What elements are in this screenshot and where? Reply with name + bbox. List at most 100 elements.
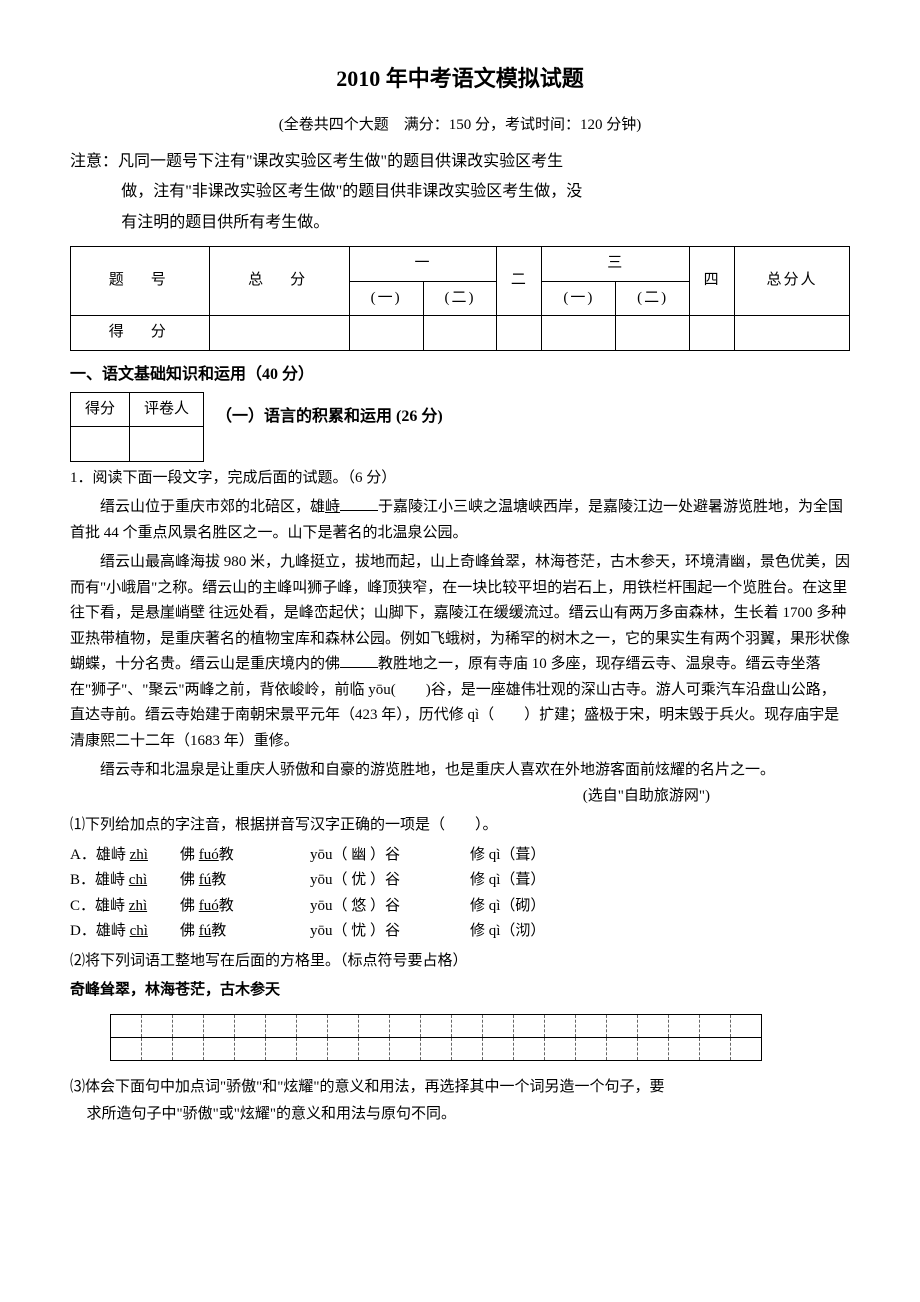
optD-c2a: 佛	[180, 923, 199, 939]
grid-cell	[545, 1014, 576, 1037]
grid-cell	[483, 1014, 514, 1037]
grid-cell	[700, 1037, 731, 1060]
q1-3a: ⑶体会下面句中加点词"骄傲"和"炫耀"的意义和用法，再选择其中一个词另造一个句子…	[70, 1075, 850, 1101]
optB-c1u: chì	[129, 872, 147, 888]
grid-cell	[452, 1037, 483, 1060]
th-scorer: 总分人	[735, 247, 850, 316]
optC-c2a: 佛	[180, 898, 199, 914]
grid-cell	[514, 1037, 545, 1060]
optD-c2u: fú	[199, 923, 212, 939]
grid-cell	[173, 1014, 204, 1037]
grid-cell	[297, 1037, 328, 1060]
optD-c2b: 教	[211, 923, 226, 939]
option-b: B．雄峙 chì 佛 fú教 yōu（ 优 ）谷 修 qì（葺）	[70, 868, 850, 894]
grid-cell	[235, 1037, 266, 1060]
option-d: D．雄峙 chì 佛 fú教 yōu（ 忧 ）谷 修 qì（沏）	[70, 919, 850, 945]
grid-cell	[576, 1014, 607, 1037]
q1-2-text: 奇峰耸翠，林海苍茫，古木参天	[70, 978, 850, 1004]
grid-cell	[111, 1037, 142, 1060]
cell-blank	[130, 427, 204, 462]
grid-cell	[700, 1014, 731, 1037]
th-sec3-2: (二)	[616, 281, 690, 316]
para1-u1: 峙	[325, 499, 340, 515]
score-table: 题 号 总 分 一 二 三 四 总分人 (一) (二) (一) (二) 得 分	[70, 246, 850, 351]
grid-cell	[669, 1037, 700, 1060]
optD-c1u: chì	[130, 923, 148, 939]
grader-score-label: 得分	[71, 392, 130, 427]
cell-blank	[71, 427, 130, 462]
cell-blank	[210, 316, 349, 351]
page-title: 2010 年中考语文模拟试题	[70, 60, 850, 97]
passage-para3: 缙云寺和北温泉是让重庆人骄傲和自豪的游览胜地，也是重庆人喜欢在外地游客面前炫耀的…	[70, 758, 850, 784]
grid-cell	[514, 1014, 545, 1037]
optB-c2a: 佛	[180, 872, 199, 888]
option-c: C．雄峙 zhì 佛 fuó教 yōu（ 悠 ）谷 修 qì（砌）	[70, 894, 850, 920]
th-sec1-1: (一)	[349, 281, 423, 316]
optA-c4: 修 qì（葺）	[470, 843, 610, 869]
grid-cell	[266, 1014, 297, 1037]
grid-cell	[731, 1014, 762, 1037]
grid-cell	[545, 1037, 576, 1060]
optC-c4: 修 qì（砌）	[470, 894, 610, 920]
th-score: 得 分	[71, 316, 210, 351]
grid-cell	[669, 1014, 700, 1037]
optA-tag: A．	[70, 847, 96, 863]
optC-c1a: 雄峙	[95, 898, 129, 914]
cell-blank	[423, 316, 497, 351]
para3: 缙云寺和北温泉是让重庆人骄傲和自豪的游览胜地，也是重庆人喜欢在外地游客面前炫耀的…	[100, 762, 775, 778]
para2a: 缙云山最高峰海拔 980 米，九峰挺立，拔地而起，山上奇峰耸翠，林海苍茫，古木参…	[70, 554, 850, 672]
optB-c1a: 雄峙	[95, 872, 129, 888]
grid-cell	[204, 1037, 235, 1060]
optA-c1a: 雄峙	[96, 847, 130, 863]
q1-head: 1．阅读下面一段文字，完成后面的试题。（6 分）	[70, 466, 850, 492]
passage-source: (选自"自助旅游网")	[70, 784, 850, 810]
optC-c2b: 教	[219, 898, 234, 914]
optA-c3: yōu（ 幽 ）谷	[310, 843, 470, 869]
passage-para2: 缙云山最高峰海拔 980 米，九峰挺立，拔地而起，山上奇峰耸翠，林海苍茫，古木参…	[70, 550, 850, 754]
q1-1: ⑴下列给加点的字注音，根据拼音写汉字正确的一项是（ ）。	[70, 813, 850, 839]
th-number: 题 号	[71, 247, 210, 316]
grid-cell	[607, 1037, 638, 1060]
grid-cell	[638, 1037, 669, 1060]
th-sec3: 三	[542, 247, 690, 282]
subtitle: (全卷共四个大题 满分：150 分，考试时间：120 分钟)	[70, 113, 850, 139]
grid-cell	[235, 1014, 266, 1037]
grid-cell	[142, 1014, 173, 1037]
grid-cell	[390, 1037, 421, 1060]
grid-cell	[638, 1014, 669, 1037]
grader-table: 得分 评卷人	[70, 392, 204, 462]
optD-c1a: 雄峙	[96, 923, 130, 939]
grid-cell	[142, 1037, 173, 1060]
grid-cell	[421, 1014, 452, 1037]
grid-cell	[328, 1014, 359, 1037]
cell-blank	[616, 316, 690, 351]
optA-c2u: fuó	[199, 847, 219, 863]
notice-line1: 凡同一题号下注有"课改实验区考生做"的题目供课改实验区考生	[118, 153, 563, 170]
grid-cell	[359, 1037, 390, 1060]
cell-blank	[349, 316, 423, 351]
notice-label: 注意：	[70, 153, 118, 170]
optC-c1u: zhì	[129, 898, 147, 914]
optA-c2b: 教	[219, 847, 234, 863]
passage-para1: 缙云山位于重庆市郊的北碚区，雄峙于嘉陵江小三峡之温塘峡西岸，是嘉陵江边一处避暑游…	[70, 495, 850, 546]
optA-c1u: zhì	[130, 847, 148, 863]
optB-tag: B．	[70, 872, 95, 888]
cell-blank	[735, 316, 850, 351]
optD-tag: D．	[70, 923, 96, 939]
notice-line2: 做，注有"非课改实验区考生做"的题目供非课改实验区考生做，没	[70, 177, 850, 207]
th-sec3-1: (一)	[542, 281, 616, 316]
grid-cell	[359, 1014, 390, 1037]
q1-2: ⑵将下列词语工整地写在后面的方格里。（标点符号要占格）	[70, 949, 850, 975]
th-sec1-2: (二)	[423, 281, 497, 316]
grid-cell	[731, 1037, 762, 1060]
grid-cell	[576, 1037, 607, 1060]
section-1-heading: 一、语文基础知识和运用（40 分）	[70, 361, 850, 388]
grid-cell	[266, 1037, 297, 1060]
grid-cell	[297, 1014, 328, 1037]
optB-c4: 修 qì（葺）	[470, 868, 610, 894]
grid-cell	[483, 1037, 514, 1060]
grid-cell	[204, 1014, 235, 1037]
optC-c2u: fuó	[199, 898, 219, 914]
grid-cell	[111, 1014, 142, 1037]
blank-line	[340, 495, 378, 511]
